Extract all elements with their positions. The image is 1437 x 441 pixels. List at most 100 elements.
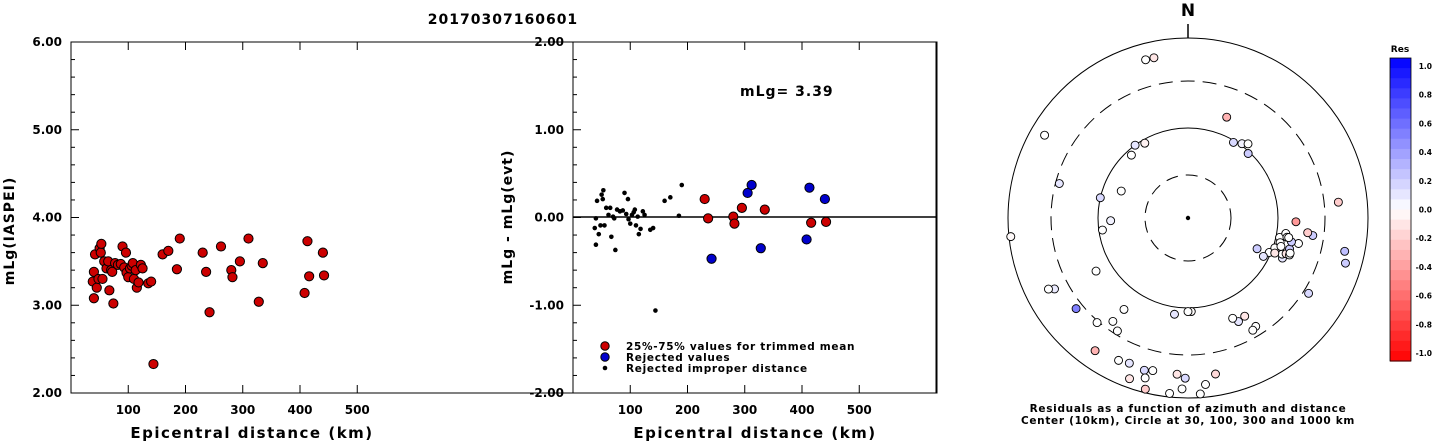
- plot2-x-tick-label: 500: [847, 403, 872, 417]
- colorbar-cell: [1390, 108, 1411, 120]
- azimuth-station-point: [1140, 384, 1150, 394]
- rejected-distance-point: [668, 195, 673, 200]
- colorbar-cell: [1390, 118, 1411, 130]
- residual-vs-distance-plot: 100 200 300 400 500 -2.00 -1.00 0.00 1.00 2.00 mL…: [500, 35, 938, 441]
- colorbar-cell: [1390, 290, 1411, 301]
- rejected-distance-point: [596, 231, 602, 237]
- figure-title: 20170307160601: [428, 12, 578, 28]
- plot2-x-tick-label: 100: [618, 403, 643, 417]
- colorbar-cell: [1390, 320, 1411, 332]
- colorbar-cell: [1390, 169, 1411, 180]
- azimuth-station-point: [1130, 140, 1140, 150]
- legend-entry: 25%-75% values for trimmed mean: [626, 341, 855, 353]
- polar-circle-30km: [1144, 174, 1232, 262]
- trimmed-mean-point: [736, 202, 747, 213]
- colorbar-cell: [1390, 128, 1411, 140]
- plot2-x-axis-label: Epicentral distance (km): [633, 424, 876, 441]
- colorbar-cell: [1390, 300, 1411, 312]
- azimuth-station-point: [1054, 179, 1064, 188]
- colorbar-cell: [1390, 88, 1411, 99]
- rejected-distance-point: [635, 214, 640, 219]
- colorbar-frame: [1389, 57, 1412, 362]
- azimuth-station-point: [1240, 311, 1250, 321]
- plot1-y-axis-label: mLg(IASPEI): [2, 177, 18, 286]
- colorbar-label: -0.6: [1416, 292, 1432, 301]
- station-point: [257, 258, 268, 269]
- station-point: [88, 266, 100, 278]
- plot1-y-tick-label: 6.00: [32, 35, 62, 49]
- plot1-y-tick-label: 3.00: [32, 298, 62, 312]
- colorbar-label: 0.2: [1419, 177, 1432, 186]
- azimuth-station-point: [1090, 346, 1100, 356]
- station-point: [133, 277, 144, 288]
- station-point: [163, 245, 174, 256]
- rejected-distance-point: [633, 223, 639, 228]
- station-point: [148, 358, 159, 370]
- station-point: [227, 272, 238, 283]
- station-point: [304, 271, 315, 282]
- station-point: [96, 238, 107, 249]
- azimuth-station-point: [1126, 150, 1136, 160]
- rejected-value-point: [706, 253, 717, 264]
- rejected-distance-point: [653, 308, 658, 313]
- azimuth-station-point: [1141, 55, 1151, 65]
- station-point: [171, 264, 183, 275]
- colorbar-cell: [1390, 260, 1411, 271]
- station-point: [299, 287, 310, 299]
- mlg-value-annotation: mLg= 3.39: [740, 84, 834, 100]
- rejected-distance-point: [601, 187, 606, 193]
- colorbar-cell: [1390, 148, 1411, 160]
- colorbar-cell: [1390, 350, 1411, 362]
- colorbar-cell: [1390, 239, 1411, 251]
- azimuth-station-point: [1341, 258, 1350, 268]
- station-point: [215, 241, 227, 252]
- colorbar-cell: [1390, 159, 1411, 170]
- rejected-distance-point: [640, 209, 646, 214]
- rejected-distance-point: [632, 207, 638, 212]
- rejected-distance-point: [600, 196, 606, 202]
- rejected-distance-point: [613, 247, 618, 253]
- colorbar-cell: [1390, 249, 1411, 261]
- plot2-y-tick-label: 2.00: [534, 35, 564, 49]
- rejected-value-point: [801, 234, 812, 245]
- station-point: [97, 273, 108, 285]
- rejected-distance-point: [642, 212, 647, 218]
- plot1-y-tick-label: 2.00: [32, 386, 62, 400]
- rejected-distance-point: [611, 216, 617, 221]
- plot1-y-tick-label: 5.00: [32, 123, 62, 137]
- colorbar-cell: [1390, 219, 1411, 231]
- rejected-distance-point: [636, 231, 642, 237]
- colorbar-cell: [1390, 138, 1411, 150]
- station-point: [120, 247, 132, 258]
- station-point: [234, 256, 245, 267]
- azimuth-station-point: [1270, 248, 1280, 258]
- azimuth-station-point: [1165, 388, 1175, 398]
- colorbar-label: 0.4: [1419, 148, 1432, 157]
- rejected-distance-point: [622, 190, 627, 196]
- azimuth-station-point: [1114, 355, 1124, 365]
- azimuth-station-point: [1119, 304, 1129, 314]
- legend-marker: [602, 365, 608, 371]
- azimuth-station-point: [1106, 216, 1116, 226]
- station-point: [204, 307, 215, 318]
- trimmed-mean-point: [699, 193, 710, 205]
- azimuth-station-point: [1303, 228, 1313, 238]
- azimuth-station-point: [1222, 112, 1232, 122]
- rejected-distance-point: [593, 216, 599, 221]
- plot2-x-tick-label: 300: [732, 403, 757, 417]
- polar-center-dot: [1185, 215, 1191, 221]
- azimuth-station-point: [1180, 373, 1190, 383]
- station-point: [146, 276, 157, 287]
- rejected-distance-point: [626, 216, 631, 222]
- azimuth-station-point: [1284, 233, 1294, 243]
- azimuth-station-point: [1108, 316, 1118, 326]
- colorbar-cell: [1390, 229, 1411, 241]
- colorbar-cell: [1390, 280, 1411, 291]
- rejected-distance-point: [623, 211, 629, 217]
- plot2-x-tick-label: 400: [789, 403, 814, 417]
- azimuth-station-point: [1201, 380, 1210, 389]
- colorbar-label: 1.0: [1419, 62, 1432, 71]
- azimuth-station-point: [1333, 197, 1343, 207]
- legend-entry: Rejected improper distance: [626, 363, 808, 375]
- station-point: [243, 233, 254, 244]
